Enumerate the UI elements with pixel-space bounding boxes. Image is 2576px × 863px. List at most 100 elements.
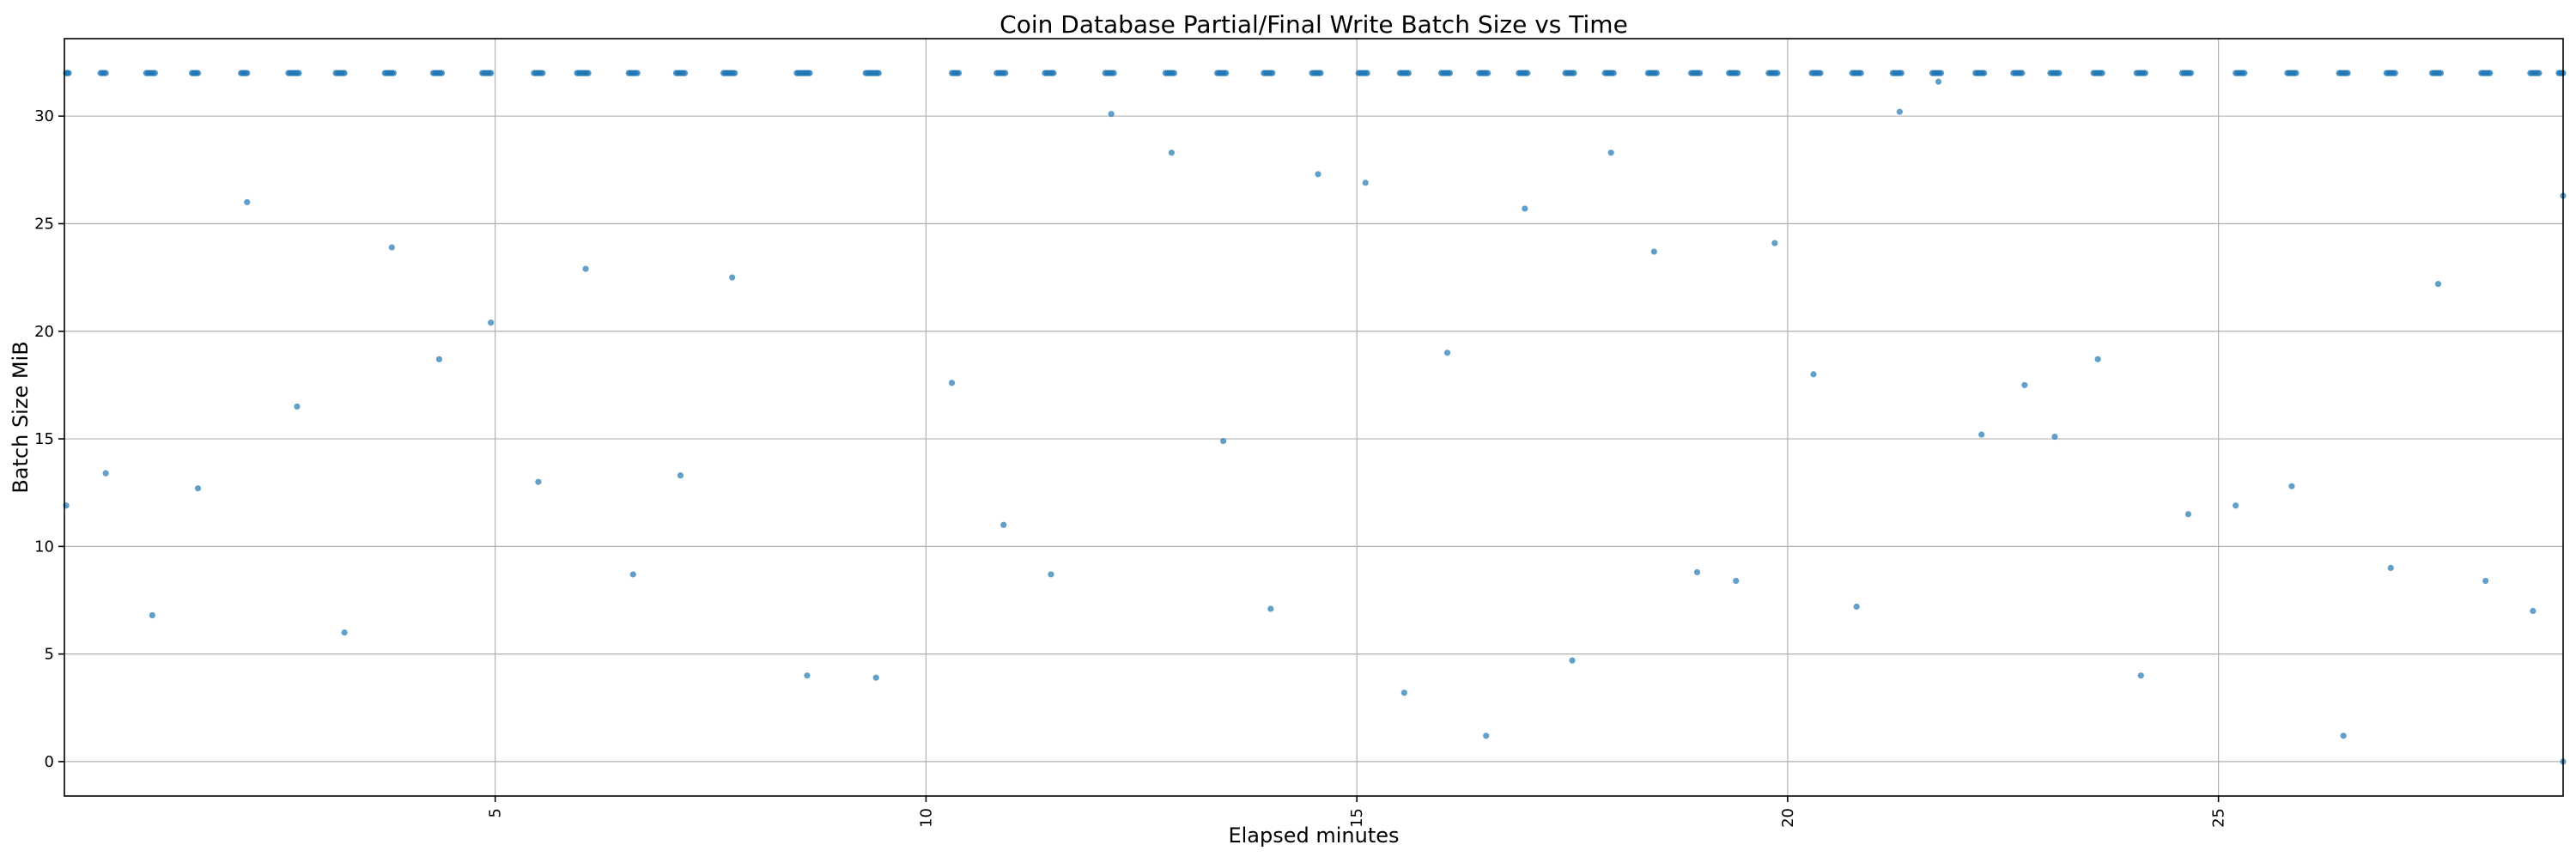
scatter-point-full-batch <box>65 70 72 76</box>
scatter-point <box>2233 502 2239 509</box>
scatter-point-full-batch <box>1898 70 1905 76</box>
scatter-point-full-batch <box>1223 70 1230 76</box>
scatter-point-full-batch <box>1981 70 1988 76</box>
scatter-point <box>1810 371 1817 378</box>
data-points <box>63 70 2567 765</box>
scatter-point-full-batch <box>1317 70 1324 76</box>
x-tick-label: 15 <box>1348 808 1366 828</box>
scatter-point-full-batch <box>875 70 882 76</box>
scatter-point-full-batch <box>1653 70 1660 76</box>
scatter-point <box>2387 564 2394 571</box>
scatter-point <box>1693 568 1701 576</box>
scatter-point-full-batch <box>1774 70 1781 76</box>
scatter-point-full-batch <box>1110 70 1117 76</box>
scatter-point <box>1048 571 1054 578</box>
scatter-point <box>149 611 155 619</box>
y-axis-ticks: 0 5 10 15 20 25 30 <box>34 107 64 771</box>
scatter-point-full-batch <box>2056 70 2063 76</box>
scatter-point <box>2094 356 2101 362</box>
scatter-point <box>1483 732 1490 739</box>
scatter-point <box>2184 511 2192 518</box>
scatter-point-full-batch <box>1269 70 1276 76</box>
scatter-point-full-batch <box>585 70 592 76</box>
scatter-point-full-batch <box>732 70 738 76</box>
scatter-point-full-batch <box>2099 70 2105 76</box>
scatter-point <box>1896 108 1903 115</box>
scatter-point <box>2482 577 2489 585</box>
scatter-point <box>1267 605 1274 612</box>
x-tick-label: 10 <box>917 808 935 828</box>
scatter-point <box>1315 171 1321 178</box>
scatter-point-full-batch <box>438 70 446 76</box>
scatter-point <box>388 244 395 251</box>
scatter-point-full-batch <box>1050 70 1057 76</box>
scatter-point <box>2434 281 2442 288</box>
scatter-point-full-batch <box>806 70 813 76</box>
scatter-point <box>102 470 109 477</box>
scatter-point <box>1220 437 1227 445</box>
scatter-point-full-batch <box>488 70 495 76</box>
scatter-point-full-batch <box>634 70 641 76</box>
y-tick-label: 30 <box>34 107 54 125</box>
plot-area-frame <box>64 38 2564 797</box>
scatter-point <box>1168 149 1176 156</box>
scatter-point-full-batch <box>1405 70 1412 76</box>
scatter-point <box>294 403 301 410</box>
y-tick-label: 20 <box>34 323 54 341</box>
scatter-point-full-batch <box>151 70 158 76</box>
scatter-point <box>535 478 542 485</box>
scatter-point-full-batch <box>295 70 302 76</box>
scatter-point <box>582 265 589 272</box>
scatter-point <box>2288 483 2295 489</box>
scatter-point-full-batch <box>1857 70 1864 76</box>
scatter-point-full-batch <box>2487 70 2494 76</box>
scatter-point-full-batch <box>2019 70 2026 76</box>
scatter-point-full-batch <box>1364 70 1370 76</box>
y-tick-label: 25 <box>34 215 54 233</box>
scatter-point <box>1853 603 1860 611</box>
scatter-point <box>804 672 811 679</box>
scatter-point <box>1443 349 1451 356</box>
scatter-point-full-batch <box>2142 70 2148 76</box>
scatter-point-full-batch <box>1170 70 1178 76</box>
scatter-point-full-batch <box>1696 70 1704 76</box>
scatter-point <box>629 571 636 578</box>
scatter-point-full-batch <box>1571 70 1577 76</box>
scatter-point-full-batch <box>955 70 963 76</box>
grid-lines <box>64 39 2563 796</box>
scatter-point-full-batch <box>1817 70 1824 76</box>
scatter-point-full-batch <box>2437 70 2445 76</box>
scatter-point-full-batch <box>2391 70 2398 76</box>
scatter-point <box>2340 732 2347 739</box>
scatter-point <box>677 472 684 479</box>
scatter-point-full-batch <box>2344 70 2351 76</box>
scatter-point <box>2051 433 2058 441</box>
scatter-point <box>194 485 202 492</box>
scatter-point-full-batch <box>1485 70 1492 76</box>
scatter-point <box>2021 381 2028 389</box>
scatter-point-full-batch <box>102 70 109 76</box>
scatter-point <box>341 629 348 636</box>
scatter-point <box>1978 431 1985 438</box>
scatter-point <box>1000 521 1007 528</box>
x-tick-label: 20 <box>1779 808 1797 828</box>
scatter-point <box>2137 672 2144 679</box>
scatter-point <box>435 356 443 362</box>
scatter-point <box>1400 690 1407 696</box>
scatter-point-full-batch <box>2293 70 2300 76</box>
scatter-point-full-batch <box>1937 70 1945 76</box>
y-tick-label: 15 <box>34 430 54 448</box>
y-tick-label: 10 <box>34 538 54 556</box>
chart-title: Coin Database Partial/Final Write Batch … <box>999 10 1628 39</box>
scatter-point <box>1771 240 1778 246</box>
scatter-point <box>729 274 736 281</box>
y-tick-label: 0 <box>45 753 54 771</box>
scatter-point-full-batch <box>681 70 689 76</box>
scatter-point <box>1522 205 1528 212</box>
scatter-point <box>1362 179 1369 186</box>
scatter-point-full-batch <box>1735 70 1741 76</box>
scatter-point <box>244 198 251 206</box>
scatter-point-full-batch <box>1524 70 1531 76</box>
